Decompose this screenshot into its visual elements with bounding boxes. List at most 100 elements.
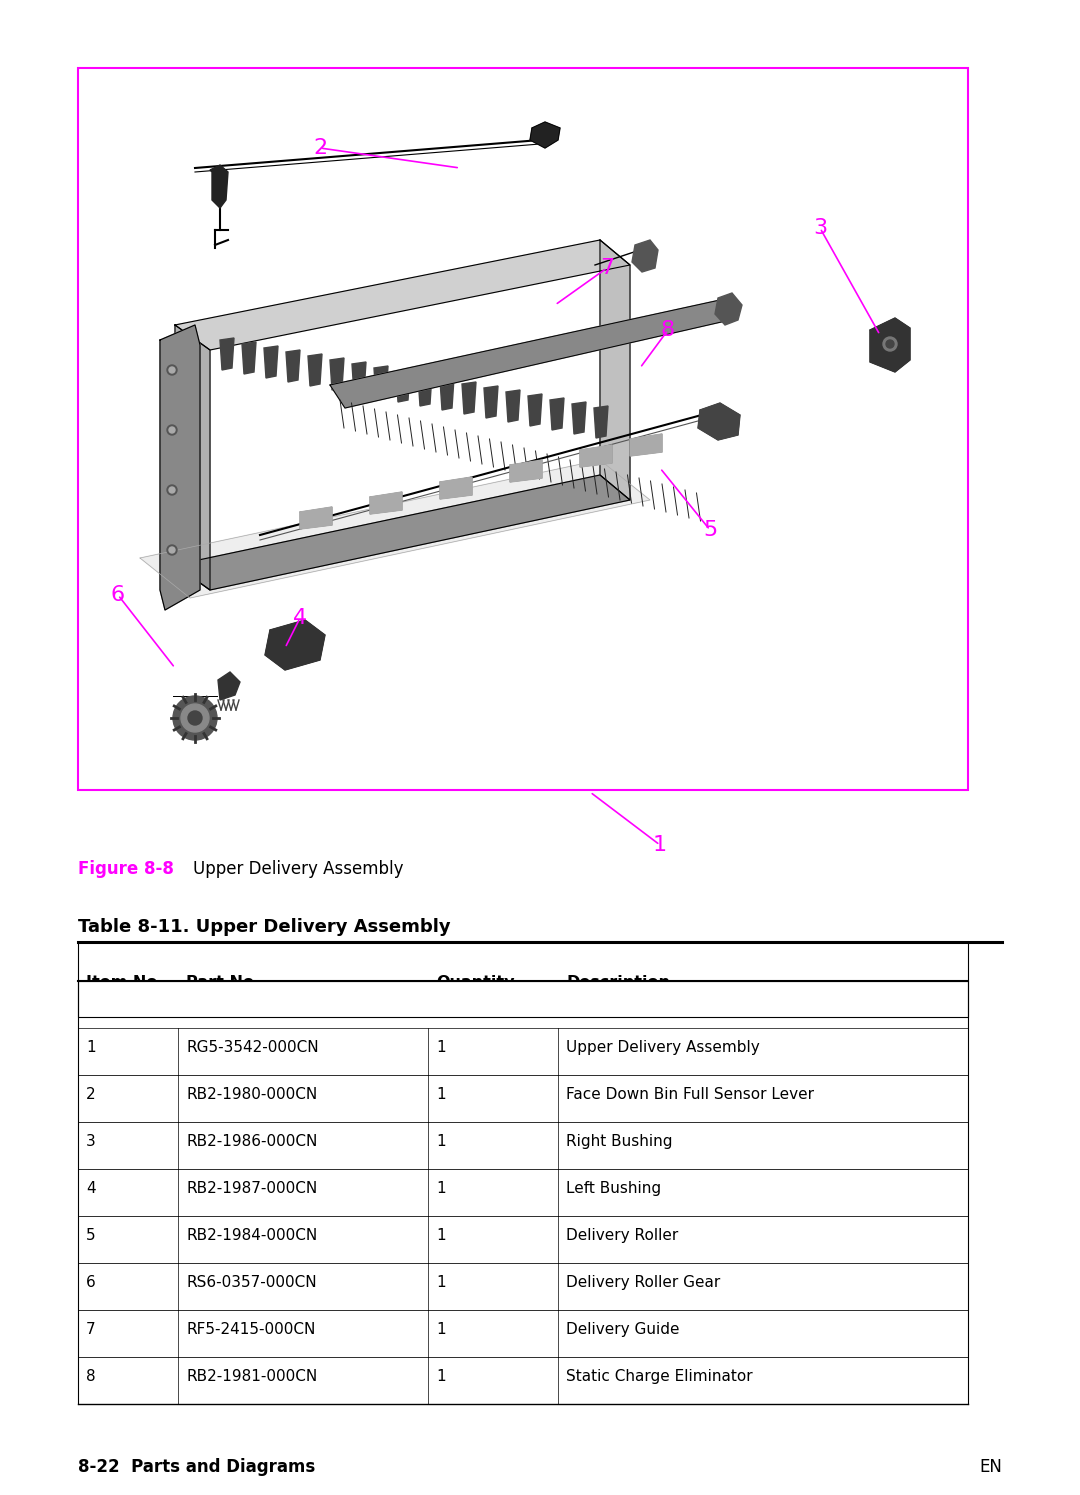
Bar [78,1215,968,1263]
Circle shape [886,339,894,348]
Text: 7: 7 [599,259,615,278]
Polygon shape [218,671,240,700]
Text: 1: 1 [436,1087,446,1102]
Bar [78,1123,968,1169]
Text: RS6-0357-000CN: RS6-0357-000CN [186,1275,316,1290]
Polygon shape [286,350,300,383]
Text: Face Down Bin Full Sensor Lever: Face Down Bin Full Sensor Lever [566,1087,814,1102]
Text: 1: 1 [436,1135,446,1150]
Polygon shape [175,475,630,591]
Polygon shape [370,492,402,514]
Bar [78,1169,968,1215]
Text: EN: EN [980,1458,1002,1476]
Circle shape [188,712,202,725]
Bar [78,981,968,1017]
Bar [78,1075,968,1123]
Polygon shape [870,318,910,372]
Text: 3: 3 [813,218,827,238]
Polygon shape [530,123,561,148]
Text: 6: 6 [86,1275,96,1290]
Polygon shape [300,507,332,529]
Text: RB2-1984-000CN: RB2-1984-000CN [186,1227,318,1242]
Text: RB2-1980-000CN: RB2-1980-000CN [186,1087,318,1102]
Polygon shape [210,164,228,208]
Circle shape [168,547,175,553]
Polygon shape [715,293,742,324]
Text: 5: 5 [86,1227,96,1242]
Text: 8: 8 [86,1369,96,1384]
Polygon shape [330,357,345,390]
Text: 1: 1 [436,1369,446,1384]
Polygon shape [265,620,325,670]
Text: Upper Delivery Assembly: Upper Delivery Assembly [193,860,404,878]
Text: 1: 1 [436,1275,446,1290]
Text: 1: 1 [436,1322,446,1337]
Circle shape [173,697,217,740]
Polygon shape [580,446,612,466]
Polygon shape [632,241,658,272]
Text: Quantity: Quantity [436,975,514,990]
Text: Right Bushing: Right Bushing [566,1135,673,1150]
Polygon shape [630,434,662,456]
Text: Delivery Roller: Delivery Roller [566,1227,678,1242]
Text: 6: 6 [111,585,125,605]
Bar [78,1029,968,1075]
Text: 1: 1 [436,1227,446,1242]
Text: RB2-1981-000CN: RB2-1981-000CN [186,1369,318,1384]
Polygon shape [462,383,476,414]
Polygon shape [220,338,234,369]
Polygon shape [572,402,586,434]
Polygon shape [396,369,410,402]
Text: 4: 4 [293,608,307,628]
Text: RB2-1986-000CN: RB2-1986-000CN [186,1135,318,1150]
Text: Left Bushing: Left Bushing [566,1181,661,1196]
Polygon shape [507,390,519,422]
Bar [78,1263,968,1310]
Text: 2: 2 [313,138,327,158]
Polygon shape [550,398,564,431]
Text: Part No.: Part No. [186,975,260,990]
Polygon shape [600,241,630,499]
Bar [78,67,968,789]
Bar [78,1310,968,1357]
Text: 8-22  Parts and Diagrams: 8-22 Parts and Diagrams [78,1458,315,1476]
Circle shape [168,428,175,434]
Text: 5: 5 [703,520,717,540]
Circle shape [167,546,177,555]
Circle shape [167,484,177,495]
Polygon shape [264,345,278,378]
Text: Description: Description [566,975,670,990]
Text: Item No.: Item No. [86,975,163,990]
Polygon shape [440,378,454,410]
Polygon shape [160,324,200,610]
Text: RG5-3542-000CN: RG5-3542-000CN [186,1041,319,1055]
Polygon shape [175,241,630,350]
Polygon shape [242,342,256,374]
Circle shape [167,365,177,375]
Text: Delivery Roller Gear: Delivery Roller Gear [566,1275,720,1290]
Polygon shape [374,366,388,398]
Text: 1: 1 [86,1041,96,1055]
Text: Static Charge Eliminator: Static Charge Eliminator [566,1369,753,1384]
Polygon shape [594,407,608,438]
Circle shape [883,336,897,351]
Polygon shape [140,460,650,598]
Polygon shape [352,362,366,395]
Polygon shape [330,300,730,408]
Polygon shape [308,354,322,386]
Text: RB2-1987-000CN: RB2-1987-000CN [186,1181,318,1196]
Text: 4: 4 [86,1181,96,1196]
Polygon shape [175,324,210,591]
Text: 1: 1 [436,1041,446,1055]
Text: Figure 8-8: Figure 8-8 [78,860,174,878]
Text: Upper Delivery Assembly: Upper Delivery Assembly [566,1041,759,1055]
Polygon shape [484,386,498,419]
Polygon shape [418,374,432,407]
Polygon shape [698,404,740,440]
Text: Table 8-11. Upper Delivery Assembly: Table 8-11. Upper Delivery Assembly [78,918,450,936]
Text: Delivery Guide: Delivery Guide [566,1322,679,1337]
Text: 3: 3 [86,1135,96,1150]
Circle shape [168,487,175,493]
Polygon shape [440,477,472,499]
Text: 1: 1 [653,836,667,855]
